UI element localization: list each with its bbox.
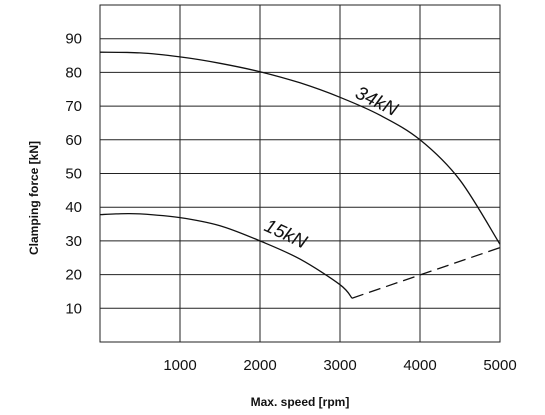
y-tick-label: 50 [65,166,82,183]
y-tick-label: 20 [65,267,82,284]
x-tick-label: 4000 [403,357,436,374]
series-line-15kn [99,212,353,299]
y-tick-label: 60 [65,132,82,149]
y-tick-label: 80 [65,64,82,81]
y-tick-label: 10 [65,300,82,317]
grid [99,4,501,343]
y-tick-label: 40 [65,199,82,216]
y-tick-label: 70 [65,98,82,115]
x-tick-label: 3000 [323,357,356,374]
x-tick-label: 1000 [163,357,196,374]
y-tick-label: 30 [65,233,82,250]
y-axis-label: Clamping force [kN] [27,141,41,255]
x-tick-label: 2000 [243,357,276,374]
series-group [99,51,501,299]
series-line-dashed-link [351,246,501,299]
series-line-34kn [99,51,501,245]
x-axis-label: Max. speed [rpm] [251,395,350,409]
tick-labels: 1000 2000 3000 4000 5000 10 20 30 40 50 60 70 80 90 [65,31,516,374]
y-tick-label: 90 [65,31,82,48]
x-tick-label: 5000 [483,357,516,374]
